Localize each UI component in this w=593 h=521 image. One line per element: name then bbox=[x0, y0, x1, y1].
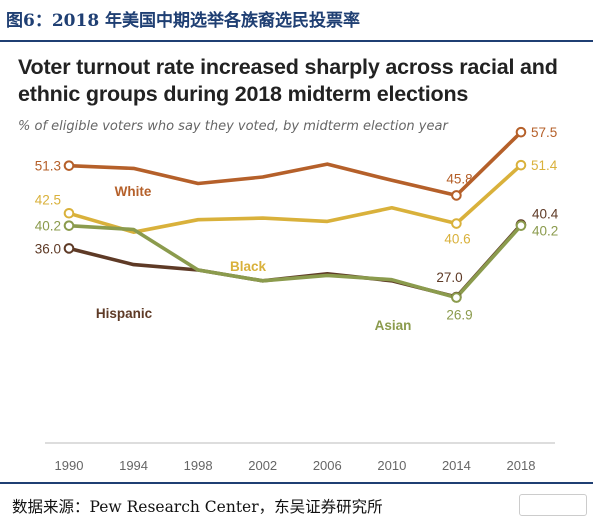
figure-footer: 数据来源：Pew Research Center，东吴证券研究所 bbox=[0, 482, 593, 521]
watermark-logo bbox=[519, 494, 587, 516]
source-note: 数据来源：Pew Research Center，东吴证券研究所 bbox=[12, 498, 383, 516]
x-tick-label: 2018 bbox=[507, 458, 536, 473]
data-point-asian bbox=[63, 220, 75, 231]
data-label-white: 51.3 bbox=[35, 159, 61, 174]
figure-label: 图6：2018 年美国中期选举各族裔选民投票率 bbox=[6, 11, 361, 31]
data-point-black bbox=[63, 207, 75, 219]
series-line-white bbox=[67, 130, 523, 198]
x-tick-label: 2010 bbox=[377, 458, 406, 473]
data-point-black bbox=[515, 159, 527, 171]
series-line-black bbox=[67, 163, 523, 234]
chart-subtitle: % of eligible voters who say they voted,… bbox=[18, 119, 448, 134]
data-label-white: 57.5 bbox=[531, 125, 557, 140]
data-point-hispanic bbox=[63, 243, 75, 254]
chart-title: Voter turnout rate increased sharply acr… bbox=[18, 55, 558, 106]
series-labels: White Black Hispanic Asian bbox=[96, 184, 412, 333]
line-chart: 1990 1994 1998 2002 2006 2010 2014 2018 51.3 45.… bbox=[35, 125, 559, 473]
data-label-asian: 40.2 bbox=[35, 219, 61, 234]
data-point-white bbox=[451, 190, 462, 201]
data-label-asian: 26.9 bbox=[446, 308, 472, 323]
figure-header: 图6：2018 年美国中期选举各族裔选民投票率 bbox=[0, 0, 593, 42]
series-label-hispanic: Hispanic bbox=[96, 306, 153, 321]
data-point-white bbox=[63, 160, 75, 171]
series-line-asian bbox=[67, 223, 523, 300]
x-tick-label: 1998 bbox=[184, 458, 213, 473]
x-axis-ticks: 1990 1994 1998 2002 2006 2010 2014 2018 bbox=[55, 458, 536, 473]
data-label-asian: 40.2 bbox=[532, 224, 558, 239]
data-labels: 51.3 45.8 57.5 42.5 40.6 51.4 36.0 27.0 40.4 40.2… bbox=[35, 125, 559, 322]
series-lines bbox=[67, 130, 523, 300]
data-label-white: 45.8 bbox=[446, 171, 472, 186]
data-label-black: 40.6 bbox=[444, 232, 470, 247]
data-point-white bbox=[515, 126, 527, 138]
data-label-hispanic: 27.0 bbox=[436, 270, 462, 285]
data-point-black bbox=[451, 218, 462, 229]
data-label-hispanic: 40.4 bbox=[532, 207, 559, 222]
data-label-black: 51.4 bbox=[531, 158, 558, 173]
x-tick-label: 2002 bbox=[248, 458, 277, 473]
data-point-asian bbox=[451, 292, 462, 303]
series-label-white: White bbox=[115, 184, 152, 199]
data-label-hispanic: 36.0 bbox=[35, 241, 61, 256]
series-label-asian: Asian bbox=[375, 318, 412, 333]
x-tick-label: 2006 bbox=[313, 458, 342, 473]
x-tick-label: 1994 bbox=[119, 458, 148, 473]
x-tick-label: 2014 bbox=[442, 458, 471, 473]
data-label-black: 42.5 bbox=[35, 192, 61, 207]
x-tick-label: 1990 bbox=[55, 458, 84, 473]
series-label-black: Black bbox=[230, 259, 267, 274]
data-point-asian bbox=[515, 220, 527, 231]
series-markers bbox=[63, 126, 527, 303]
